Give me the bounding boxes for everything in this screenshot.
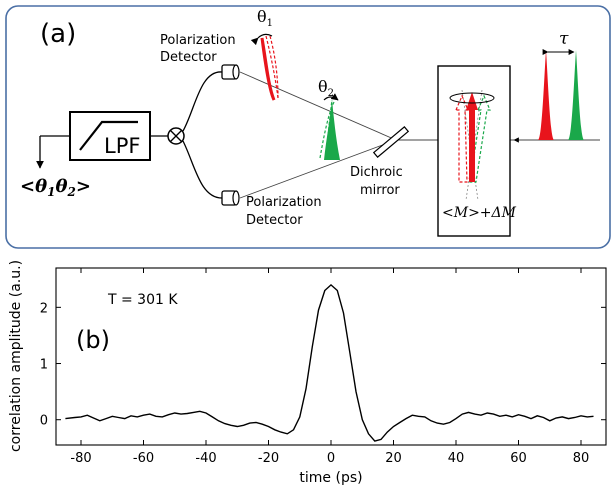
mirror-label-line2: mirror bbox=[360, 183, 400, 198]
detector-bottom-icon bbox=[222, 191, 239, 205]
temperature-annotation: T = 301 K bbox=[107, 292, 178, 308]
correlation-series-line bbox=[65, 285, 593, 441]
x-tick-label: 80 bbox=[573, 451, 590, 466]
x-tick-label: -20 bbox=[258, 451, 279, 466]
x-tick-label: -60 bbox=[133, 451, 154, 466]
x-tick-label: 60 bbox=[510, 451, 527, 466]
x-tick-label: 20 bbox=[385, 451, 402, 466]
y-tick-label: 2 bbox=[40, 301, 48, 316]
magnetization-label: <M>+ΔM bbox=[442, 205, 517, 221]
panel-a: (a) LPF <θ1θ2> Polarization Detector Po bbox=[6, 6, 610, 248]
delay-label: τ bbox=[559, 29, 569, 49]
x-axis-title: time (ps) bbox=[299, 470, 362, 486]
detector-top-label-line2: Detector bbox=[160, 50, 217, 65]
y-tick-label: 1 bbox=[40, 358, 48, 373]
x-tick-label: -80 bbox=[70, 451, 91, 466]
x-tick-label: -40 bbox=[195, 451, 216, 466]
y-axis-title: correlation amplitude (a.u.) bbox=[8, 260, 24, 452]
panel-b: 012 -80 -60 -40 -20 0 20 40 60 80 (b) T = 301 K … bbox=[8, 260, 606, 486]
detector-bottom-label-line1: Polarization bbox=[246, 195, 322, 210]
lpf-label: LPF bbox=[104, 134, 140, 158]
panel-b-label: (b) bbox=[76, 326, 110, 354]
y-axis: 0 1 2 bbox=[40, 301, 606, 428]
output-correlation-label: <θ1θ2> bbox=[20, 176, 91, 199]
x-tick-label: 40 bbox=[448, 451, 465, 466]
mirror-label-line1: Dichroic bbox=[350, 165, 403, 180]
panel-a-label: (a) bbox=[40, 19, 76, 49]
x-tick-label: 0 bbox=[327, 451, 335, 466]
detector-top-icon bbox=[222, 65, 239, 79]
y-tick-label: 0 bbox=[40, 414, 48, 429]
detector-top-label-line1: Polarization bbox=[160, 33, 236, 48]
detector-bottom-label-line2: Detector bbox=[246, 213, 303, 228]
